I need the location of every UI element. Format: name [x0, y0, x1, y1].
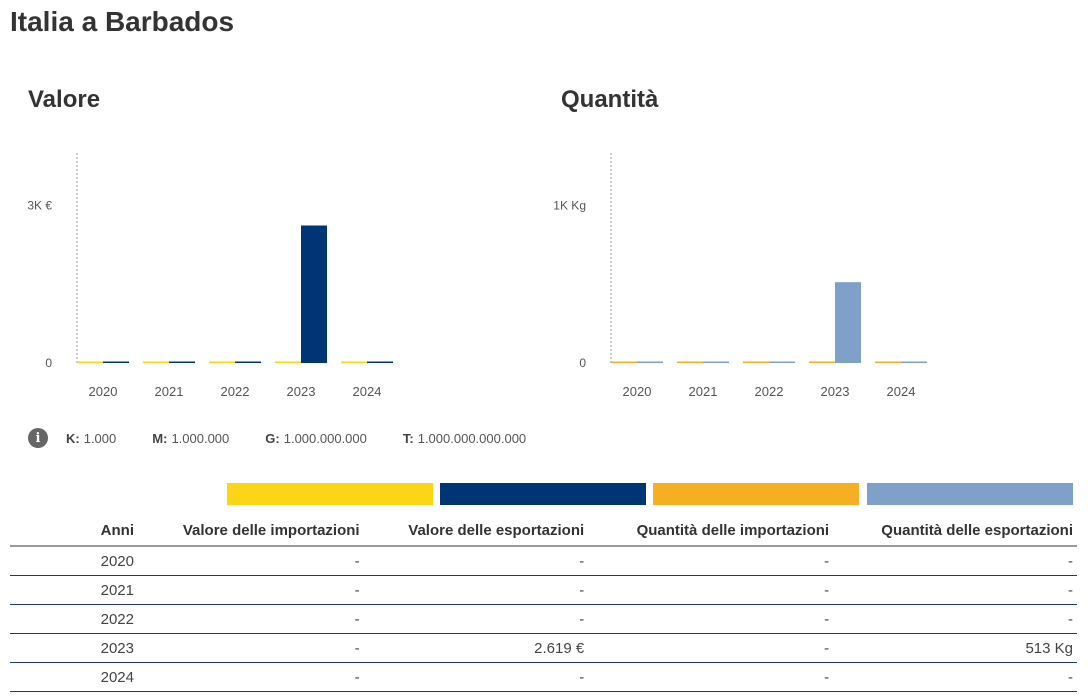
swatch-import-qty	[653, 483, 859, 505]
valore-bar-2021-s0	[143, 361, 169, 363]
quantita-bar-2022-s1	[769, 361, 795, 363]
quantita-bar-2024-s0	[875, 361, 901, 363]
valore-bar-2023-s0	[275, 361, 301, 363]
valore-bar-2020-s0	[77, 361, 103, 363]
cell: -	[138, 662, 364, 692]
cell-year: 2023	[10, 633, 138, 663]
swatch-export-qty	[867, 483, 1073, 505]
col-header-import-qty: Quantità delle importazioni	[588, 515, 834, 547]
cell-year: 2020	[10, 546, 138, 576]
cell: 513 Kg	[833, 633, 1077, 663]
valore-bar-2022-s0	[209, 361, 235, 363]
cell: -	[363, 604, 589, 634]
cell: -	[138, 546, 364, 576]
unit-g: G: 1.000.000.000	[265, 430, 367, 446]
quantita-y-tick-1: 1K Kg	[553, 198, 586, 212]
cell: -	[588, 633, 834, 663]
cell-year: 2021	[10, 575, 138, 605]
cell: -	[138, 633, 364, 663]
quantita-bar-2022-s0	[743, 361, 769, 363]
cell: -	[138, 604, 364, 634]
unit-t: T: 1.000.000.000.000	[402, 430, 527, 446]
quantita-y-tick-0: 0	[579, 356, 586, 370]
cell: -	[833, 546, 1077, 576]
info-icon[interactable]: i	[28, 428, 48, 448]
chart-title-valore: Valore	[28, 86, 101, 113]
unit-m: M: 1.000.000	[152, 430, 230, 446]
valore-bar-2020-s1	[103, 361, 129, 363]
swatch-export-value	[440, 483, 646, 505]
col-header-export-value: Valore delle esportazioni	[363, 515, 589, 547]
table-row: 2024 - - - -	[10, 662, 1077, 692]
table-row: 2022 - - - -	[10, 604, 1077, 634]
cell: -	[833, 604, 1077, 634]
quantita-x-tick-2020: 2020	[623, 384, 652, 399]
table-row: 2023 - 2.619 € - 513 Kg	[10, 633, 1077, 663]
col-header-anni: Anni	[10, 515, 138, 547]
valore-bar-2023-s1	[301, 225, 327, 363]
cell: -	[588, 546, 834, 576]
valore-x-tick-2024: 2024	[353, 384, 382, 399]
table-row: 2021 - - - -	[10, 575, 1077, 605]
valore-bar-2021-s1	[169, 361, 195, 363]
data-table: Anni Valore delle importazioni Valore de…	[10, 515, 1077, 692]
units-legend: i K: 1.000 M: 1.000.000 G: 1.000.000.000 T:…	[28, 428, 562, 448]
valore-bar-2024-s1	[367, 361, 393, 363]
quantita-x-tick-2022: 2022	[755, 384, 784, 399]
quantita-bar-2024-s1	[901, 361, 927, 363]
quantita-bar-2023-s1	[835, 282, 861, 363]
cell: 2.619 €	[363, 633, 589, 663]
table-row: 2020 - - - -	[10, 546, 1077, 576]
chart-valore: 0 3K € 2020 2021 2022 2023 2024	[27, 153, 393, 399]
quantita-bar-2020-s0	[611, 361, 637, 363]
valore-bar-2024-s0	[341, 361, 367, 363]
cell: -	[363, 546, 589, 576]
col-header-export-qty: Quantità delle esportazioni	[833, 515, 1077, 547]
quantita-x-tick-2024: 2024	[887, 384, 916, 399]
valore-y-tick-1: 3K €	[27, 199, 52, 213]
chart-quantita: 0 1K Kg 2020 2021 2022 2023 2024	[553, 153, 927, 399]
cell: -	[363, 662, 589, 692]
cell: -	[138, 575, 364, 605]
quantita-bar-2023-s0	[809, 361, 835, 363]
valore-bar-2022-s1	[235, 361, 261, 363]
quantita-x-tick-2023: 2023	[821, 384, 850, 399]
cell: -	[833, 575, 1077, 605]
cell: -	[588, 575, 834, 605]
cell: -	[363, 575, 589, 605]
unit-k: K: 1.000	[66, 430, 117, 446]
cell: -	[833, 662, 1077, 692]
page-title: Italia a Barbados	[10, 6, 235, 37]
quantita-bar-2021-s1	[703, 361, 729, 363]
valore-x-tick-2021: 2021	[155, 384, 184, 399]
cell: -	[588, 604, 834, 634]
table-header-row: Anni Valore delle importazioni Valore de…	[10, 515, 1077, 547]
cell: -	[588, 662, 834, 692]
swatch-import-value	[227, 483, 433, 505]
quantita-bar-2020-s1	[637, 361, 663, 363]
valore-y-tick-0: 0	[45, 356, 52, 370]
valore-x-tick-2020: 2020	[89, 384, 118, 399]
valore-x-tick-2022: 2022	[221, 384, 250, 399]
quantita-bar-2021-s0	[677, 361, 703, 363]
col-header-import-value: Valore delle importazioni	[138, 515, 364, 547]
cell-year: 2022	[10, 604, 138, 634]
chart-title-quantita: Quantità	[561, 86, 659, 113]
valore-x-tick-2023: 2023	[287, 384, 316, 399]
quantita-x-tick-2021: 2021	[689, 384, 718, 399]
cell-year: 2024	[10, 662, 138, 692]
